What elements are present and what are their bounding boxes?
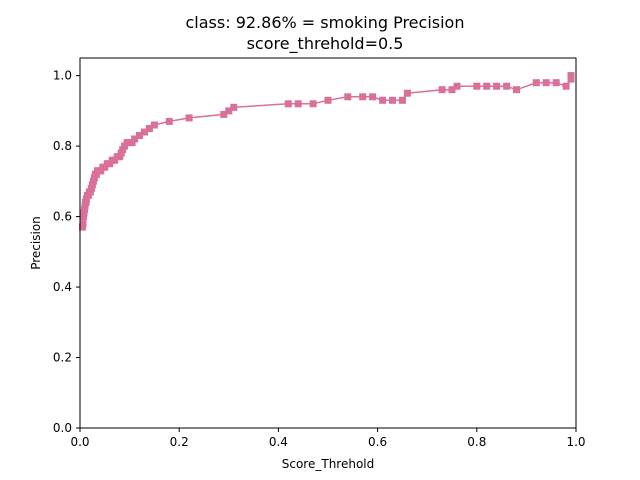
precision-data-point [79, 220, 87, 228]
precision-data-point [165, 117, 173, 125]
chart-title-line1: class: 92.86% = smoking Precision [186, 13, 465, 32]
precision-data-point [225, 107, 233, 115]
plot-area [79, 72, 575, 231]
precision-data-point [284, 100, 292, 108]
precision-data-point [97, 167, 105, 175]
precision-data-point [398, 96, 406, 104]
y-axis: 0.0 0.2 0.4 0.6 0.8 1.0 [53, 69, 80, 435]
y-tick-label: 0.2 [53, 351, 72, 365]
x-axis: 0.0 0.2 0.4 0.6 0.8 1.0 [70, 428, 586, 449]
precision-data-point [145, 125, 153, 132]
precision-data-point [80, 213, 87, 221]
y-tick-label: 0.4 [53, 280, 72, 294]
precision-data-point [220, 110, 228, 118]
precision-data-point [324, 96, 332, 104]
precision-data-point [116, 153, 124, 161]
precision-data-point [230, 103, 238, 111]
precision-data-point [136, 132, 143, 139]
y-axis-label: Precision [29, 216, 43, 270]
chart-title-line2: score_threhold=0.5 [247, 34, 404, 54]
precision-data-point [532, 79, 540, 87]
precision-data-point [185, 114, 193, 122]
y-tick-label: 0.8 [53, 139, 72, 153]
precision-data-point [513, 86, 520, 94]
precision-data-point [438, 86, 446, 94]
precision-data-point [448, 86, 456, 94]
precision-data-point [562, 82, 570, 90]
precision-data-point [389, 96, 396, 104]
x-tick-label: 0.6 [368, 435, 387, 449]
precision-data-point [453, 82, 461, 90]
x-tick-label: 0.4 [269, 435, 288, 449]
precision-data-point [403, 89, 411, 97]
x-tick-label: 0.8 [467, 435, 486, 449]
precision-data-point [379, 96, 387, 104]
precision-data-point [128, 139, 136, 147]
y-tick-label: 1.0 [53, 69, 72, 83]
precision-data-point [150, 121, 158, 129]
plot-frame [79, 57, 577, 429]
precision-data-point [473, 82, 481, 90]
x-tick-label: 1.0 [566, 435, 585, 449]
precision-data-point [567, 72, 575, 80]
precision-data-point [294, 100, 302, 108]
precision-data-point [369, 93, 377, 101]
precision-data-point [483, 82, 491, 90]
precision-data-point [82, 195, 90, 203]
precision-data-point [131, 135, 139, 143]
x-tick-label: 0.0 [70, 435, 89, 449]
precision-data-point [88, 181, 96, 189]
x-tick-label: 0.2 [170, 435, 189, 449]
y-tick-label: 0.6 [53, 210, 72, 224]
precision-data-point [493, 82, 501, 90]
precision-data-point [344, 93, 352, 101]
precision-data-point [309, 100, 317, 108]
precision-data-point [359, 93, 367, 101]
precision-data-point [141, 128, 148, 136]
y-tick-label: 0.0 [53, 421, 72, 435]
x-axis-label: Score_Threhold [282, 457, 375, 471]
precision-data-point [503, 82, 511, 90]
precision-data-point [542, 79, 550, 87]
precision-data-point [552, 79, 560, 87]
